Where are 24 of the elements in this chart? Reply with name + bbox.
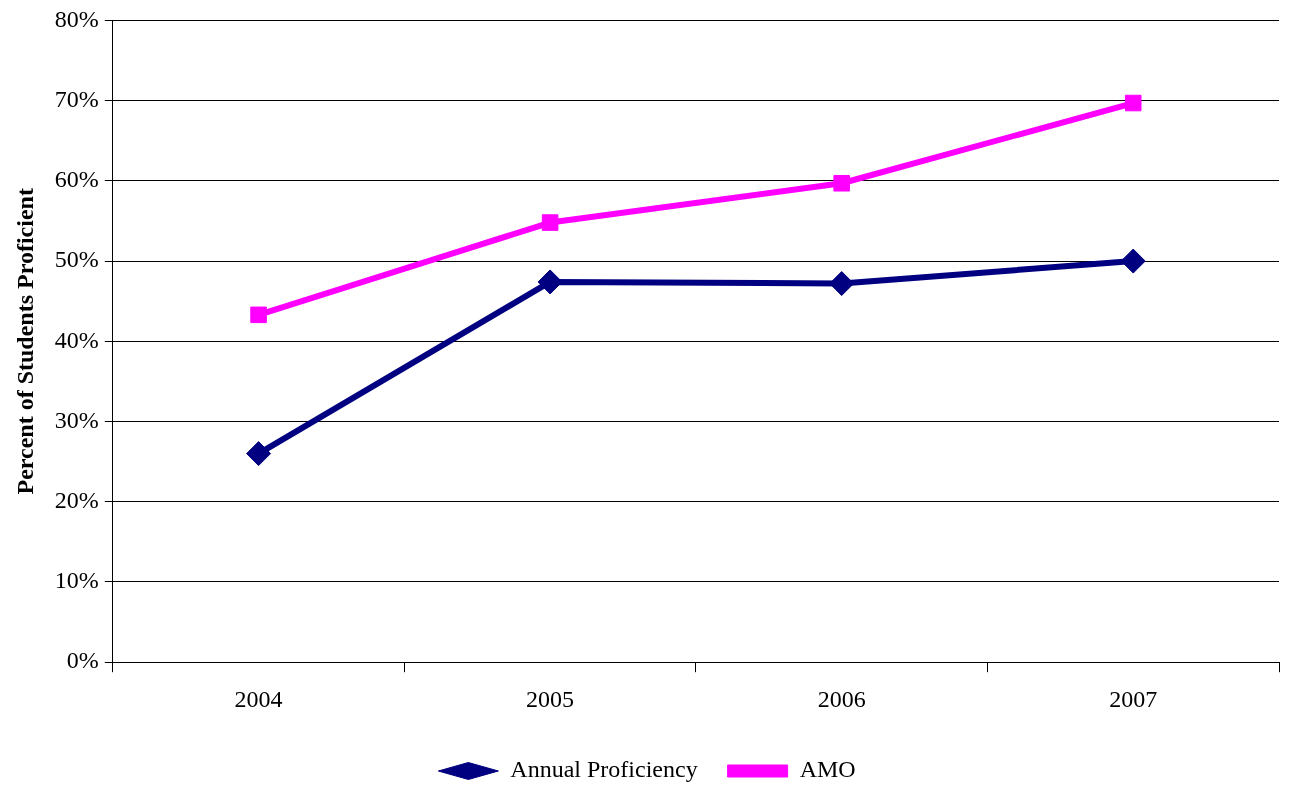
y-tick-label: 30% (54, 406, 99, 433)
point (541, 214, 559, 231)
y-tick-label: 0% (66, 647, 99, 674)
y-tick-label: 20% (54, 487, 99, 514)
point (246, 441, 272, 467)
point (537, 269, 563, 295)
y-tick-label: 10% (54, 567, 99, 594)
point (833, 174, 850, 192)
y-tick-label: 80% (54, 5, 99, 32)
y-tick-label: 70% (54, 85, 99, 112)
point (1120, 248, 1146, 274)
point (250, 306, 267, 324)
y-axis-title: Percent of Students Proficient (11, 188, 38, 495)
x-tick-label: 2007 (1109, 685, 1158, 712)
x-tick-label: 2006 (817, 685, 866, 712)
legend-label: Annual Proficiency (510, 756, 698, 783)
point (829, 271, 855, 297)
point (1124, 94, 1142, 112)
y-tick-label: 40% (54, 326, 99, 353)
legend-label: AMO (799, 756, 856, 783)
y-tick-label: 50% (54, 246, 99, 273)
y-tick-label: 60% (54, 166, 99, 193)
x-tick-label: 2004 (234, 685, 283, 712)
x-tick-label: 2005 (526, 685, 575, 712)
